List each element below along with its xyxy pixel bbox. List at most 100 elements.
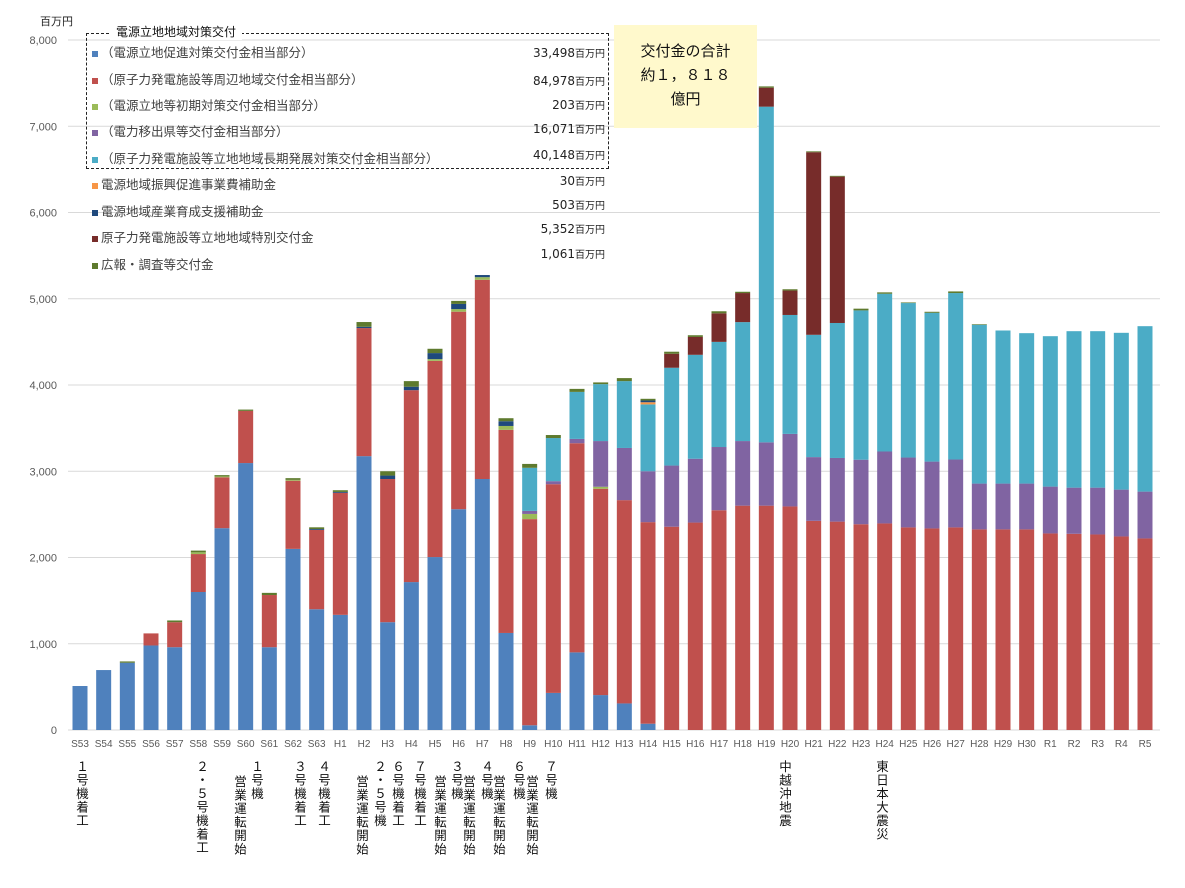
bar-segment	[261, 647, 277, 730]
bar-segment	[1042, 336, 1058, 487]
legend-total-value: 16,071	[533, 122, 575, 136]
legend-total: 84,978百万円	[533, 73, 605, 88]
x-tick-label: S63	[308, 739, 326, 750]
legend-item: 電源地域産業育成支援補助金	[92, 201, 264, 220]
bar-segment	[711, 510, 727, 730]
bar-segment	[758, 106, 774, 443]
legend-item: 原子力発電施設等立地地域特別交付金	[92, 227, 314, 246]
bar-segment	[309, 529, 325, 610]
legend-swatch	[92, 209, 98, 216]
bar-segment	[427, 353, 443, 360]
y-tick-label: 0	[51, 725, 57, 737]
bar-segment	[569, 652, 585, 730]
bar-segment	[356, 322, 372, 327]
bar-segment	[995, 529, 1011, 730]
bar-segment	[924, 461, 940, 529]
legend-total-value: 84,978	[533, 74, 575, 88]
annotation-text: ７号機	[543, 760, 558, 801]
bar-segment	[545, 481, 561, 485]
legend-total-value: 33,498	[533, 46, 575, 60]
annotation-text: ６号機着工	[390, 760, 405, 828]
bar-segment	[1090, 331, 1106, 488]
bar-segment	[427, 557, 443, 730]
bar-segment	[593, 441, 609, 487]
legend-total: 30百万円	[560, 173, 605, 188]
bar-segment	[167, 620, 183, 623]
bar-segment	[593, 382, 609, 385]
bar-segment	[900, 303, 916, 458]
bar-segment	[214, 476, 230, 478]
bar-segment	[569, 438, 585, 444]
bar-segment	[1137, 491, 1153, 539]
bar-segment	[616, 447, 632, 501]
legend-swatch	[92, 182, 98, 189]
legend-total-unit: 百万円	[575, 225, 605, 236]
bar-segment	[782, 289, 798, 291]
legend-swatch	[92, 156, 98, 163]
annotation-text: 営業運転開始	[432, 775, 447, 856]
bar-segment	[451, 309, 467, 312]
bar-segment	[380, 622, 396, 730]
bar-segment	[569, 391, 585, 439]
bar-segment	[948, 293, 964, 460]
bar-segment	[427, 348, 443, 354]
bar-segment	[214, 528, 230, 730]
legend-total-value: 40,148	[533, 148, 575, 162]
annotation-text: １号機着工	[74, 760, 89, 828]
bar-segment	[687, 354, 703, 459]
x-tick-label: H9	[523, 739, 536, 750]
bar-segment	[593, 488, 609, 696]
x-tick-label: H25	[899, 739, 918, 750]
bar-segment	[522, 519, 538, 726]
annotation-text: ２・５号機	[372, 760, 387, 828]
bar-segment	[758, 505, 774, 730]
legend-label: （電源立地促進対策交付金相当部分）	[101, 45, 314, 60]
legend-item: （原子力発電施設等周辺地域交付金相当部分）	[92, 69, 364, 88]
legend-swatch	[92, 235, 98, 242]
bar-segment	[498, 421, 514, 426]
annotation-text: ７号機着工	[412, 760, 427, 828]
bar-segment	[545, 484, 561, 693]
bar-segment	[735, 505, 751, 730]
x-tick-label: H18	[733, 739, 752, 750]
legend-label: 電源地域振興促進事業費補助金	[101, 177, 277, 192]
bar-segment	[782, 506, 798, 730]
bar-segment	[593, 486, 609, 489]
bar-segment	[829, 176, 845, 323]
bar-segment	[522, 510, 538, 514]
legend-swatch	[92, 77, 98, 84]
x-tick-label: H13	[615, 739, 634, 750]
bar-segment	[403, 390, 419, 583]
bar-segment	[1066, 533, 1082, 730]
bar-segment	[238, 410, 254, 464]
bar-segment	[403, 381, 419, 387]
bar-segment	[853, 308, 869, 311]
total-line-3: 億円	[670, 90, 701, 108]
x-tick-label: H10	[544, 739, 563, 750]
bar-segment	[900, 527, 916, 730]
x-tick-label: H30	[1017, 739, 1036, 750]
bar-segment	[238, 463, 254, 730]
bar-segment	[995, 330, 1011, 484]
bar-segment	[190, 552, 206, 555]
legend-group-border	[86, 33, 609, 169]
bar-segment	[545, 435, 561, 439]
bar-segment	[948, 527, 964, 730]
bar-segment	[1137, 538, 1153, 730]
bar-segment	[1019, 529, 1035, 730]
x-tick-label: S60	[237, 739, 255, 750]
bar-segment	[356, 328, 372, 457]
annotation-text: 東日本大震災	[874, 760, 889, 841]
bar-segment	[853, 459, 869, 525]
bar-segment	[522, 467, 538, 511]
bar-segment	[427, 360, 443, 558]
bar-segment	[806, 151, 822, 153]
bar-segment	[877, 292, 893, 294]
bar-segment	[332, 492, 348, 615]
bar-segment	[261, 592, 277, 596]
bar-segment	[806, 334, 822, 458]
bar-segment	[687, 522, 703, 730]
bar-segment	[948, 291, 964, 294]
x-tick-label: H26	[923, 739, 942, 750]
